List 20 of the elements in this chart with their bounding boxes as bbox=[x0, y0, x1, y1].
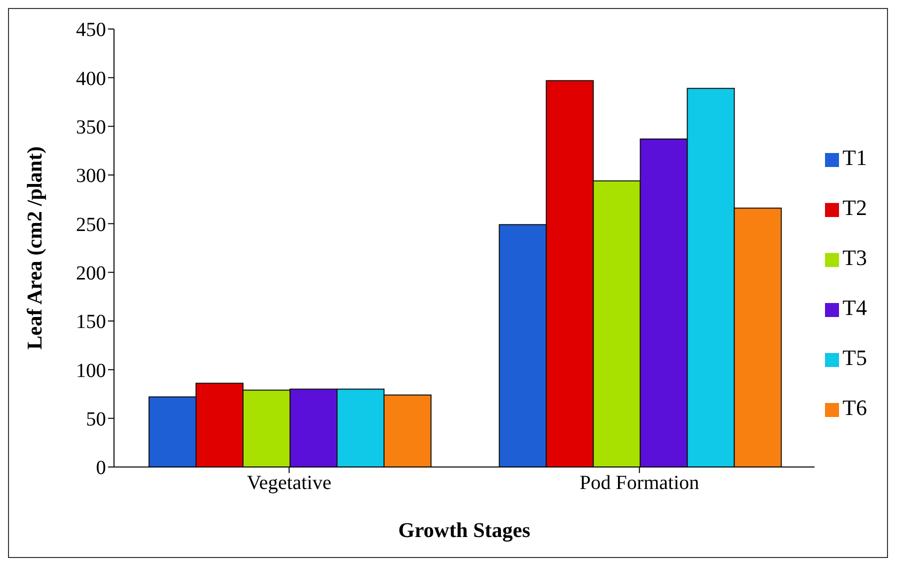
y-tick-label: 200 bbox=[76, 262, 106, 284]
y-tick-label: 100 bbox=[76, 360, 106, 382]
y-tick-label: 400 bbox=[76, 68, 106, 90]
x-axis-title: Growth Stages bbox=[398, 518, 530, 542]
y-tick-label: 0 bbox=[96, 457, 106, 480]
y-tick-label: 150 bbox=[76, 311, 106, 334]
y-tick-label: 50 bbox=[86, 408, 106, 430]
y-tick-label: 300 bbox=[76, 165, 106, 188]
y-axis-title: Leaf Area (cm2 /plant) bbox=[22, 146, 46, 350]
y-tick-label: 350 bbox=[76, 116, 106, 138]
legend-label: T1 bbox=[842, 145, 867, 170]
legend-label: T6 bbox=[842, 395, 867, 420]
y-tick-label: 250 bbox=[76, 214, 106, 236]
x-tick-label: Pod Formation bbox=[580, 472, 700, 494]
legend-label: T5 bbox=[842, 345, 867, 370]
legend-label: T2 bbox=[842, 195, 867, 220]
legend-label: T4 bbox=[842, 295, 867, 320]
x-tick-label: Vegetative bbox=[246, 472, 332, 494]
y-tick-label: 450 bbox=[76, 19, 106, 42]
legend-label: T3 bbox=[842, 245, 867, 270]
